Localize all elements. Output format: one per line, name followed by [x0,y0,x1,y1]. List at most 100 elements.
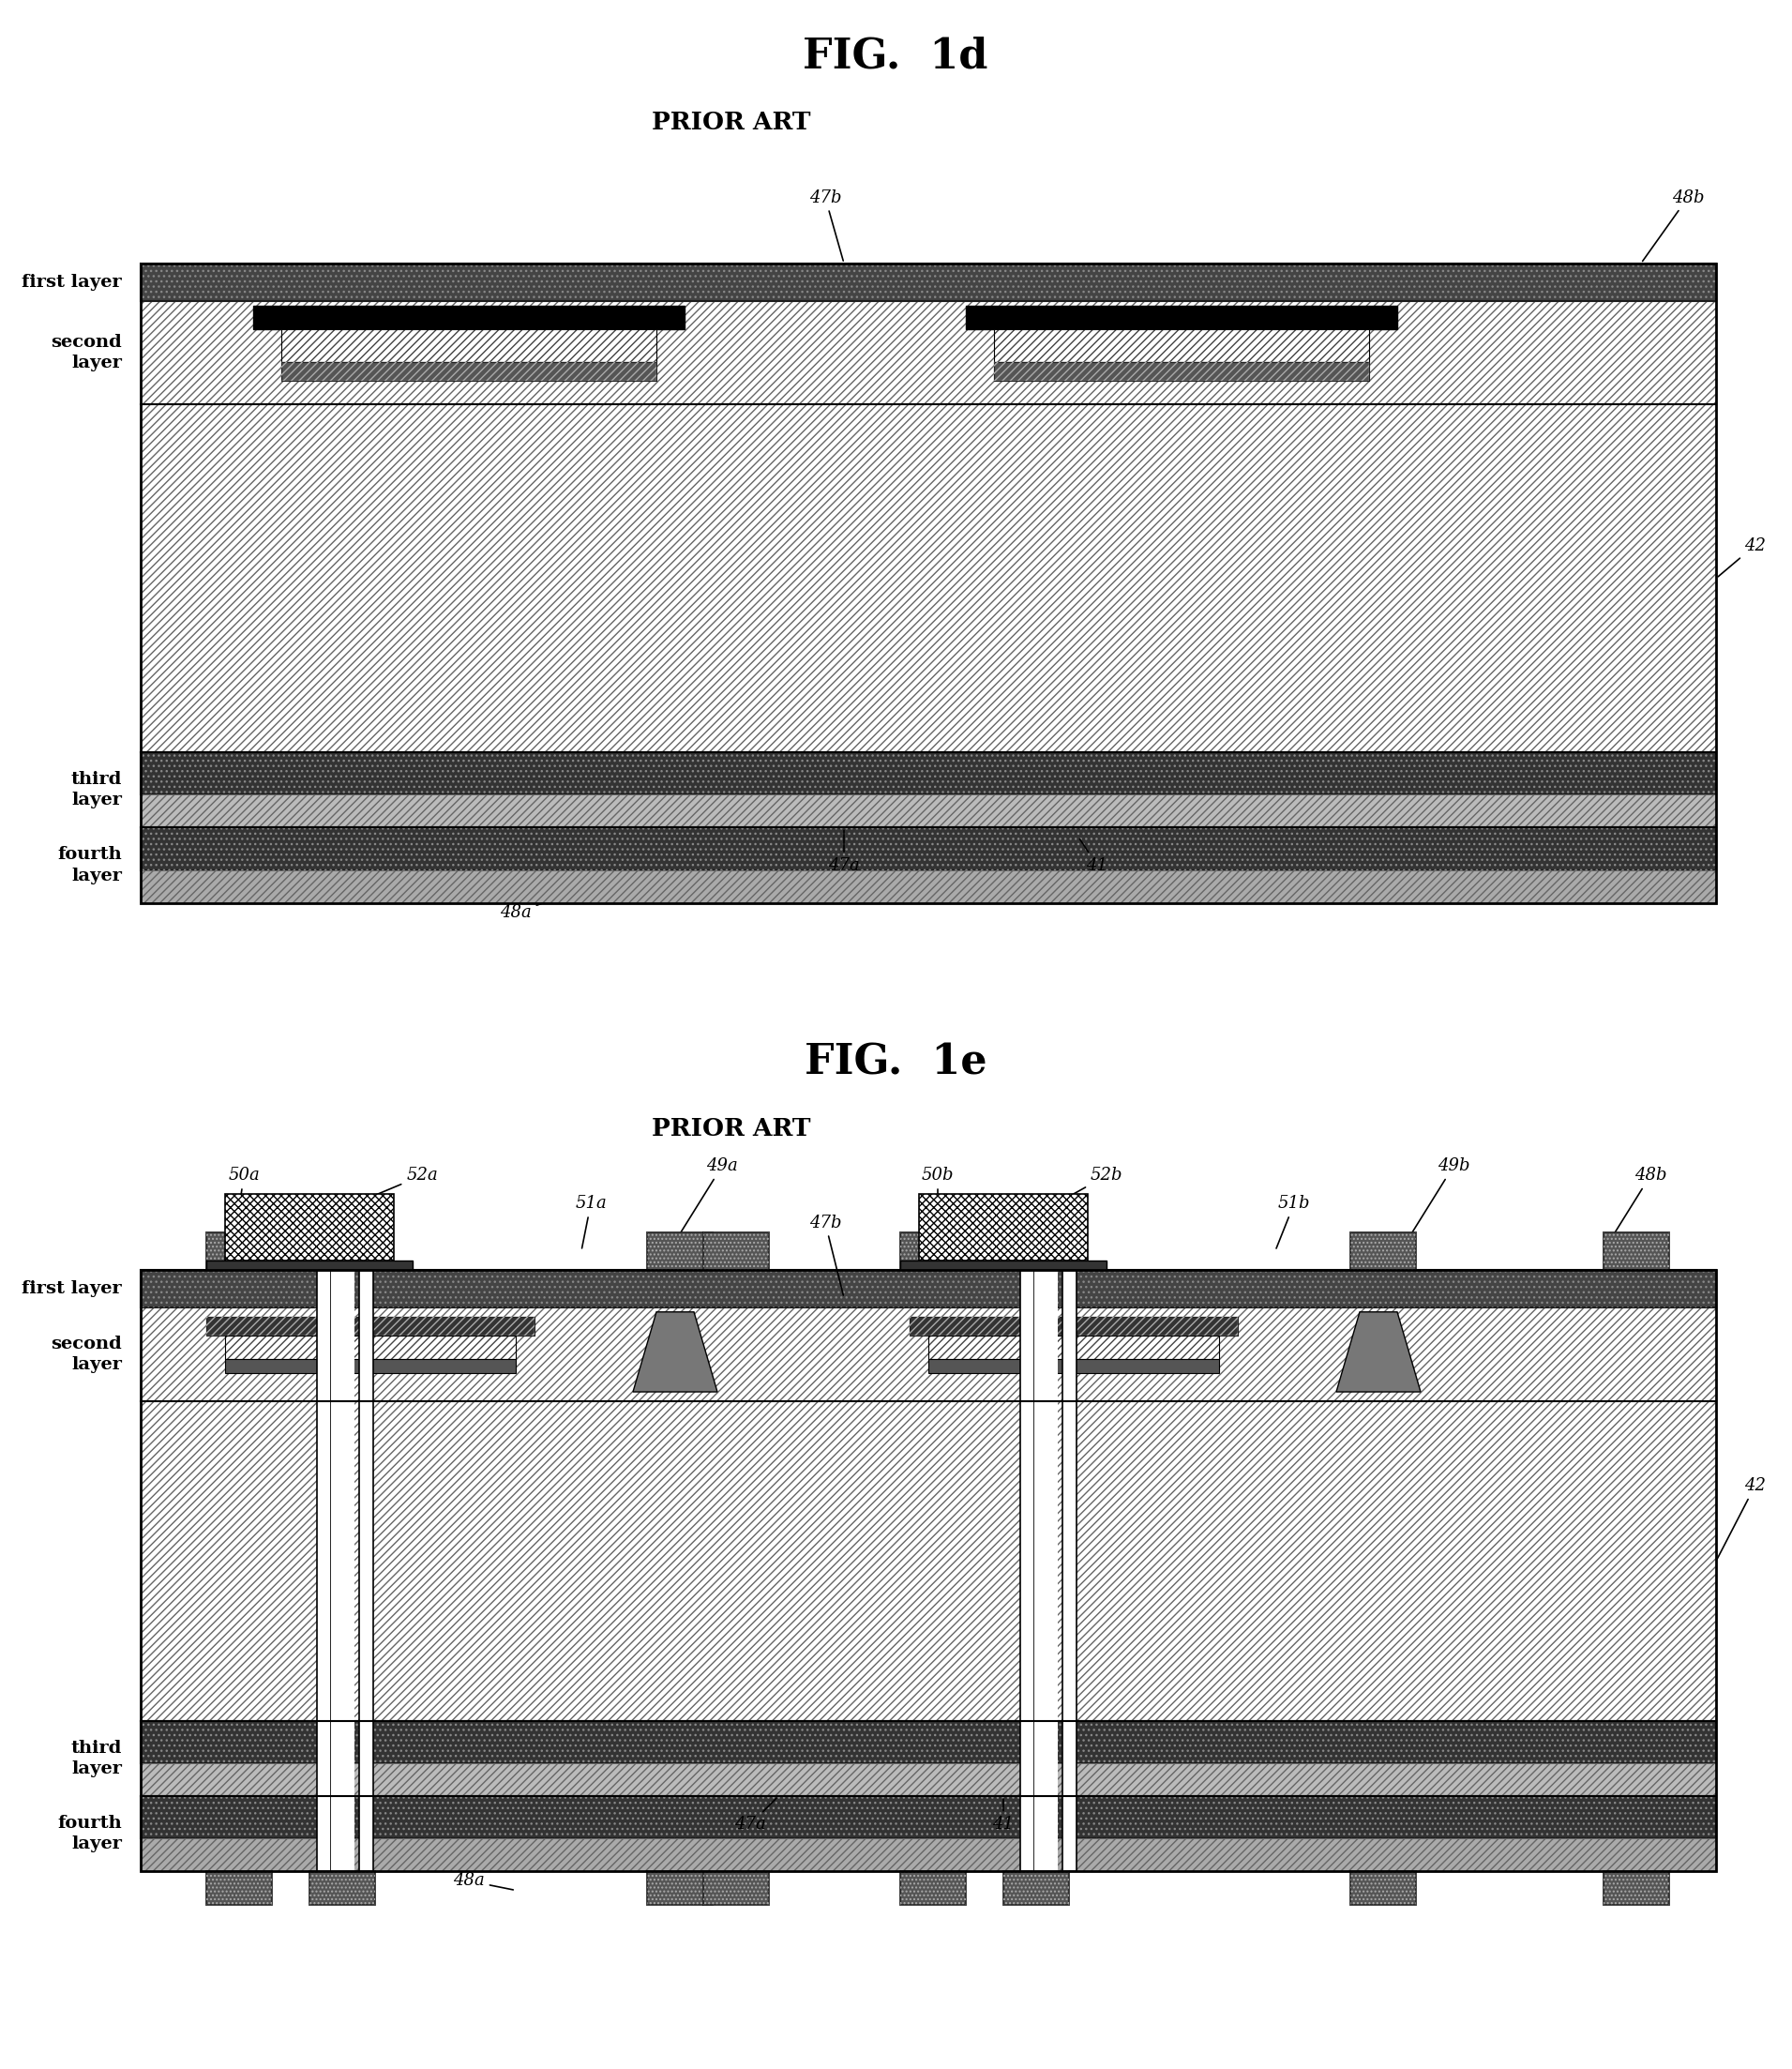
Bar [995,329,1369,362]
Bar [1604,1872,1668,1903]
Text: PRIOR ART: PRIOR ART [652,110,812,134]
Bar [358,1270,373,1872]
Bar [140,1270,1717,1308]
Text: 42: 42 [1719,538,1765,577]
Text: FIG.  1e: FIG. 1e [805,1043,987,1082]
Bar [1604,1872,1668,1903]
Bar [140,263,1717,300]
Bar [140,1796,1717,1839]
Text: 52a: 52a [312,1167,437,1221]
Bar [1004,1231,1070,1270]
Text: 41: 41 [993,1798,1014,1833]
Bar [647,1231,713,1270]
Text: fourth
layer: fourth layer [57,1815,122,1852]
Text: 50b: 50b [921,1167,953,1239]
Bar [900,1231,966,1270]
Text: PRIOR ART: PRIOR ART [652,1117,812,1140]
Polygon shape [633,1312,717,1392]
Bar [281,329,656,362]
Bar [140,1763,1717,1796]
Bar [647,1231,713,1270]
Bar [281,362,656,381]
Bar [702,1231,769,1270]
Bar [1351,1231,1416,1270]
Bar [140,1270,1717,1308]
Bar [140,794,1717,828]
Text: second
layer: second layer [50,333,122,372]
Bar [995,362,1369,381]
Text: 52b: 52b [1025,1167,1124,1221]
Bar [647,1872,713,1903]
Text: 48a: 48a [500,904,541,921]
Bar [226,1194,394,1260]
Text: 47b: 47b [808,1215,844,1295]
Bar [140,263,1717,902]
Bar [1004,1231,1070,1270]
Text: third
layer: third layer [72,772,122,809]
Bar [206,1316,534,1335]
Bar [900,1872,966,1903]
Bar [140,263,1717,300]
Bar [1034,1270,1057,1872]
Bar [140,828,1717,869]
Text: 51b: 51b [1276,1196,1310,1248]
Bar [702,1872,769,1903]
Bar [140,1721,1717,1763]
Text: 41: 41 [1081,840,1107,873]
Bar [1004,1872,1070,1903]
Text: 49b: 49b [1409,1159,1469,1239]
Bar [310,1872,375,1903]
Bar [140,1839,1717,1872]
Text: 48b: 48b [1606,1167,1667,1248]
Bar [358,1270,373,1872]
Bar [928,1335,1219,1359]
Text: third
layer: third layer [72,1740,122,1777]
Bar [310,1231,375,1270]
Bar [995,329,1369,362]
Bar [995,362,1369,381]
Text: first layer: first layer [22,1281,122,1297]
Bar [253,306,685,329]
Bar [140,1308,1717,1401]
Text: 48a: 48a [453,1872,513,1889]
Bar [1351,1231,1416,1270]
Bar [919,1194,1088,1260]
Text: first layer: first layer [22,273,122,290]
Text: 47a: 47a [735,1798,776,1833]
Bar [647,1872,713,1903]
Bar [317,1270,330,1872]
Bar [226,1335,516,1359]
Bar [206,1316,534,1335]
Bar [140,1401,1717,1721]
Polygon shape [1337,1312,1421,1392]
Bar [1004,1872,1070,1903]
Bar [206,1260,412,1270]
Bar [910,1316,1238,1335]
Bar [1020,1270,1034,1872]
Bar [928,1335,1219,1359]
Bar [140,753,1717,794]
Bar [702,1872,769,1903]
Bar [206,1231,272,1270]
Bar [900,1872,966,1903]
Bar [1604,1231,1668,1270]
Bar [206,1872,272,1903]
Bar [330,1270,355,1872]
Bar [281,362,656,381]
Text: fourth
layer: fourth layer [57,846,122,883]
Bar [206,1231,272,1270]
Bar [1020,1270,1034,1872]
Bar [140,1721,1717,1763]
Bar [140,300,1717,403]
Text: 48b: 48b [1643,188,1704,261]
Bar [702,1231,769,1270]
Bar [140,1796,1717,1839]
Bar [310,1231,375,1270]
Bar [966,306,1398,329]
Text: 49a: 49a [677,1159,738,1239]
Text: 47a: 47a [828,830,860,873]
Bar [140,828,1717,869]
Bar [140,403,1717,753]
Bar [900,1260,1106,1270]
Bar [226,1335,516,1359]
